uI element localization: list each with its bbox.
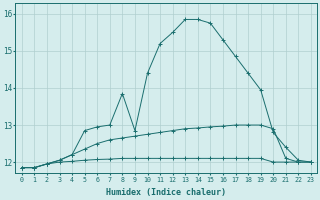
X-axis label: Humidex (Indice chaleur): Humidex (Indice chaleur)	[106, 188, 226, 197]
